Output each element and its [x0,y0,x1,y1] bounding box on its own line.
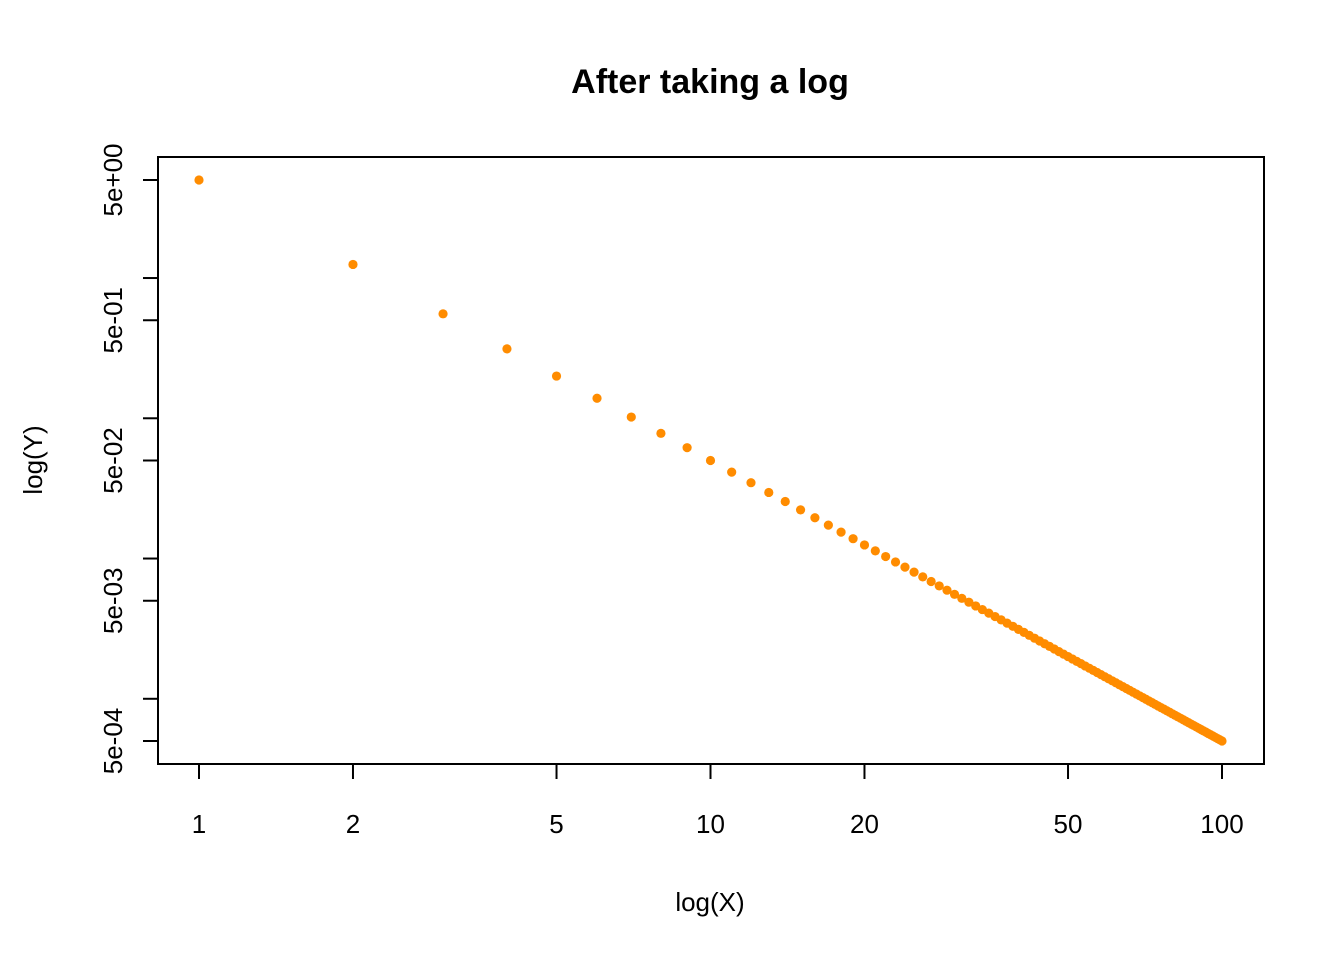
data-point [848,534,858,544]
x-tick-label: 5 [549,809,563,839]
x-tick-label: 50 [1054,809,1083,839]
data-point [890,557,901,567]
x-tick-label: 1 [192,809,206,839]
data-point [926,576,936,587]
y-axis: 5e-04 5e-03 5e-02 5e-01 5e+00 [98,143,159,775]
data-point [810,513,820,523]
x-axis-label: log(X) [675,887,744,917]
data-point [795,505,806,515]
data-point [1217,736,1227,746]
data-point [859,540,870,550]
data-point [746,478,756,488]
x-axis: 1 2 5 10 20 50 100 [192,763,1244,839]
x-tick-label: 10 [696,809,725,839]
data-point [900,562,910,572]
data-points [194,175,1227,746]
data-point [918,572,928,582]
data-point [656,428,666,438]
y-axis-label: log(Y) [18,425,48,494]
y-tick-label: 5e-04 [98,708,128,775]
data-point [957,593,967,603]
data-point [727,467,737,477]
x-tick-label: 2 [346,809,360,839]
data-point [909,567,919,577]
x-tick-label: 20 [850,809,879,839]
data-point [964,597,974,607]
data-point [682,443,692,453]
data-point [502,344,512,354]
data-point [836,527,846,537]
data-point [942,585,952,595]
data-point [194,175,204,185]
data-point [780,496,790,507]
chart-title: After taking a log [571,63,849,101]
x-tick-label: 100 [1200,809,1243,839]
data-point [551,371,562,381]
data-point [705,455,716,466]
data-point [823,520,833,530]
y-tick-label: 5e-03 [98,568,128,635]
data-point [949,589,960,599]
data-point [881,551,891,562]
y-tick-label: 5e-01 [98,287,128,354]
data-point [438,309,448,319]
y-tick-label: 5e+00 [98,143,128,216]
data-point [870,546,880,556]
data-point [934,581,944,591]
y-tick-label: 5e-02 [98,427,128,494]
data-point [348,259,358,270]
data-point [592,393,602,403]
data-point [626,412,636,422]
data-point [764,487,774,498]
